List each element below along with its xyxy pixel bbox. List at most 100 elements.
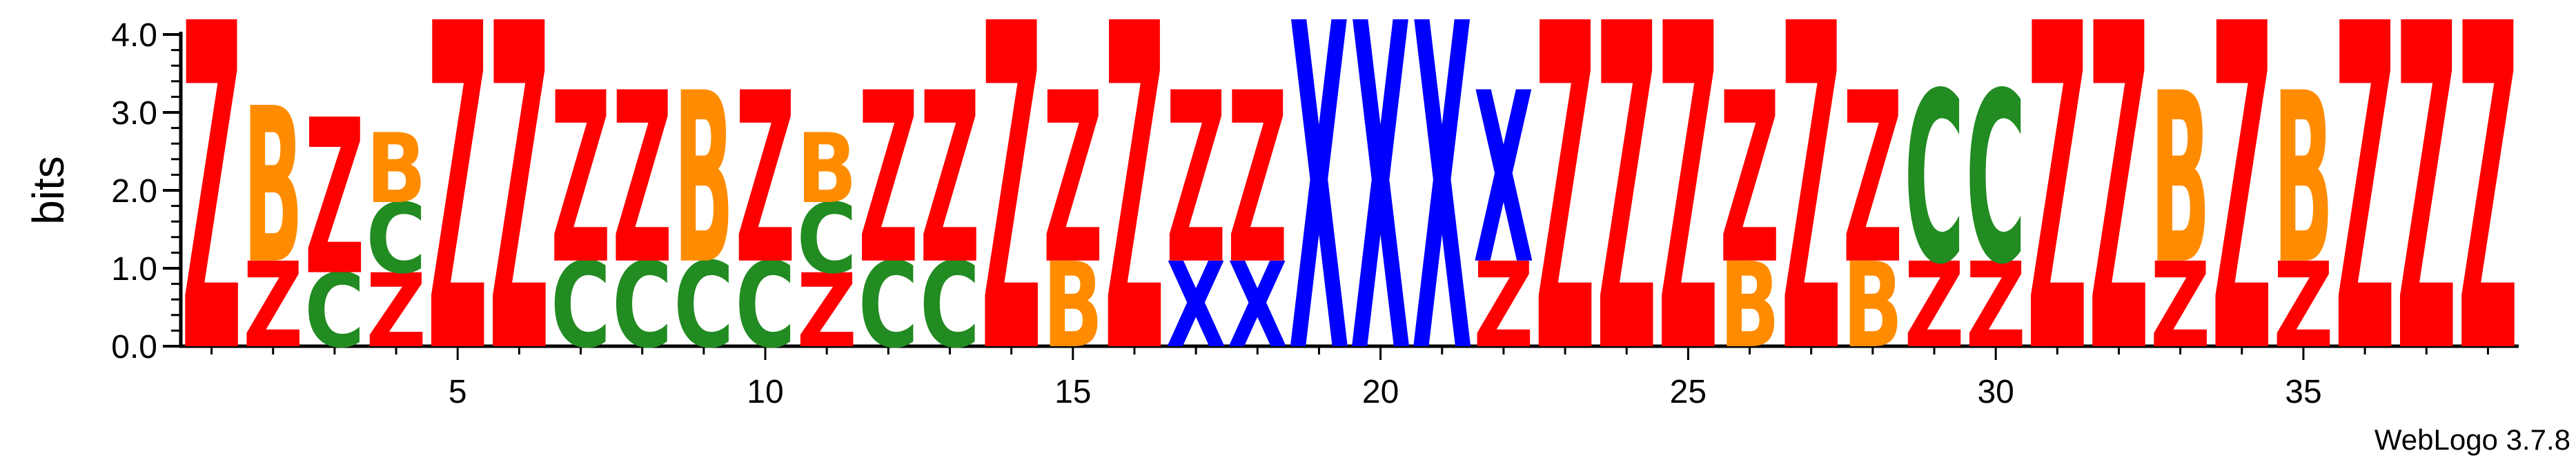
y-axis-label: bits [23, 156, 73, 225]
glyph-c: C [735, 237, 795, 374]
glyph-b: B [1720, 238, 1780, 374]
logo-stack-position-35: ZB [2273, 42, 2333, 374]
glyph-z: Z [2027, 0, 2087, 452]
logo-stack-position-11: ZCB [796, 114, 856, 370]
logo-stack-position-1: Z [181, 0, 242, 452]
glyph-x: X [1473, 42, 1533, 316]
glyph-c: C [796, 183, 856, 295]
logo-stack-position-24: Z [1597, 0, 1657, 452]
glyph-b: B [2273, 42, 2333, 316]
x-ticks: 5 10 15 20 25 30 35 [210, 346, 2489, 410]
logo-stack-position-7: CZ [551, 43, 611, 374]
logo-stack-position-32: Z [2089, 0, 2149, 452]
logo-stack-position-22: ZX [1473, 42, 1533, 374]
glyph-z: Z [920, 43, 980, 317]
glyph-z: Z [2273, 237, 2333, 374]
logo-stack-position-28: BZ [1842, 43, 1902, 374]
glyph-z: Z [1842, 43, 1902, 317]
glyph-x: X [1166, 238, 1226, 374]
glyph-x: X [1350, 0, 1410, 453]
logo-stack-position-29: ZC [1904, 43, 1964, 374]
logo-stack-position-30: ZC [1965, 43, 2025, 374]
glyph-c: C [304, 252, 364, 370]
logo-stack-position-9: CB [674, 42, 734, 374]
glyph-b: B [1043, 238, 1103, 374]
y-tick-label: 4.0 [111, 17, 157, 54]
logo-stack-position-38: Z [2458, 0, 2518, 452]
logo-stack-position-31: Z [2027, 0, 2087, 452]
logo-stack-position-14: Z [981, 0, 1041, 452]
logo-stack-position-4: ZCB [366, 114, 426, 370]
y-tick-label: 3.0 [111, 95, 157, 132]
logo-stack-position-27: Z [1781, 0, 1841, 452]
glyph-c: C [1965, 43, 2025, 317]
x-tick-label: 15 [1054, 374, 1091, 410]
glyph-z: Z [181, 0, 242, 452]
glyph-z: Z [2397, 0, 2457, 452]
glyph-z: Z [304, 75, 364, 323]
logo-stack-position-3: CZ [304, 75, 364, 371]
glyph-z: Z [858, 43, 918, 317]
glyph-z: Z [1965, 237, 2025, 374]
glyph-z: Z [1473, 237, 1533, 374]
glyph-x: X [1289, 0, 1349, 453]
glyph-c: C [366, 183, 426, 295]
glyph-z: Z [2150, 237, 2210, 374]
logo-stack-position-8: CZ [612, 43, 672, 374]
glyph-z: Z [1228, 43, 1288, 317]
x-tick-label: 30 [1977, 374, 2014, 410]
x-tick-label: 5 [449, 374, 467, 410]
glyph-z: Z [489, 0, 549, 452]
glyph-z: Z [796, 252, 856, 370]
glyph-c: C [612, 237, 672, 374]
glyph-z: Z [612, 43, 672, 317]
logo-stack-position-37: Z [2397, 0, 2457, 452]
glyph-z: Z [1166, 43, 1226, 317]
axes: 0.0 1.0 2.0 3.0 4.0 5 10 15 20 25 30 35 [111, 17, 2519, 410]
glyph-c: C [551, 237, 611, 374]
logo-stack-position-21: X [1412, 0, 1472, 453]
y-tick-label: 0.0 [111, 329, 157, 366]
glyph-c: C [1904, 43, 1964, 317]
x-tick-label: 35 [2285, 374, 2321, 410]
logo-stack-position-16: Z [1104, 0, 1164, 452]
weblogo-version-footer: WebLogo 3.7.8 [2375, 423, 2570, 456]
y-tick-label: 2.0 [111, 173, 157, 210]
glyph-z: Z [981, 0, 1041, 452]
glyph-z: Z [1043, 43, 1103, 317]
logo-stack-position-5: Z [428, 0, 488, 452]
glyph-z: Z [1720, 43, 1780, 317]
glyph-z: Z [1535, 0, 1595, 452]
glyph-z: Z [366, 252, 426, 370]
x-tick-label: 25 [1670, 374, 1707, 410]
glyph-z: Z [2458, 0, 2518, 452]
glyph-z: Z [735, 43, 795, 317]
logo-stack-position-12: CZ [858, 43, 918, 374]
logo-stack-position-20: X [1350, 0, 1410, 453]
glyph-b: B [1842, 238, 1902, 374]
glyph-z: Z [2212, 0, 2272, 452]
glyph-b: B [796, 114, 856, 226]
logo-stack-position-6: Z [489, 0, 549, 452]
glyph-z: Z [1904, 237, 1964, 374]
logo-stack-position-10: CZ [735, 43, 795, 374]
glyph-c: C [920, 237, 980, 374]
glyph-z: Z [1781, 0, 1841, 452]
y-ticks: 0.0 1.0 2.0 3.0 4.0 [111, 17, 181, 366]
logo-stack-position-18: XZ [1228, 43, 1288, 374]
glyph-b: B [366, 114, 426, 226]
glyph-z: Z [2334, 0, 2395, 452]
logo-stack-position-36: Z [2334, 0, 2395, 452]
glyph-c: C [674, 237, 734, 374]
glyph-b: B [243, 63, 303, 312]
glyph-z: Z [1597, 0, 1657, 452]
glyph-b: B [2150, 42, 2210, 316]
logo-stack-position-19: X [1289, 0, 1349, 453]
logo-stack-position-34: Z [2212, 0, 2272, 452]
logo-stack-position-25: Z [1658, 0, 1718, 452]
glyph-z: Z [1104, 0, 1164, 452]
x-tick-label: 20 [1362, 374, 1399, 410]
glyph-z: Z [428, 0, 488, 452]
